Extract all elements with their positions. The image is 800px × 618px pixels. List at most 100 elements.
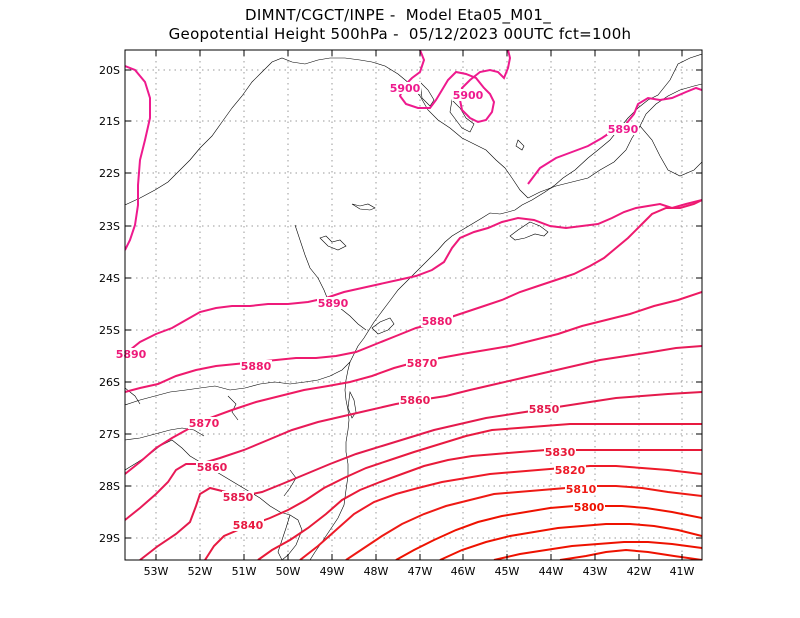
reservoir-4 xyxy=(419,81,435,107)
contour-label-text: 5860 xyxy=(197,461,228,474)
lat-tick-label: 27S xyxy=(99,428,120,441)
state-border-10 xyxy=(283,469,297,497)
contour-label: 5810 xyxy=(565,483,597,496)
state-border-3 xyxy=(639,125,702,177)
contour-label: 5860 xyxy=(196,461,228,474)
state-border-7 xyxy=(125,427,205,441)
contour-label-text: 5880 xyxy=(422,315,453,328)
lon-tick-label: 48W xyxy=(364,565,389,578)
contour-label: 5840 xyxy=(232,519,264,532)
lat-tick-label: 23S xyxy=(99,220,120,233)
contour-label: 5890 xyxy=(317,297,349,310)
lon-tick-label: 41W xyxy=(670,565,695,578)
lon-tick-label: 43W xyxy=(583,565,608,578)
graticule-grid xyxy=(125,50,702,560)
reservoir-3 xyxy=(449,99,475,133)
axis-ticks: 20S 21S 22S 23S 24S 25S 26S 27S 28S 29S 53W 52W 51W 5… xyxy=(99,50,702,578)
contour-label: 5800 xyxy=(573,501,605,514)
contour-label-text: 5810 xyxy=(566,483,597,496)
lat-tick-label: 25S xyxy=(99,324,120,337)
contour-label-bg xyxy=(406,357,438,369)
contour-label: 5850 xyxy=(222,491,254,504)
contour-5820 xyxy=(299,465,702,560)
contour-5840 xyxy=(204,423,702,560)
coastline xyxy=(309,53,702,560)
contour-label: 5830 xyxy=(544,446,576,459)
lon-tick-label: 50W xyxy=(276,565,301,578)
contour-label-text: 5860 xyxy=(400,394,431,407)
lagoa-dos-patos xyxy=(277,514,303,560)
contour-label-bg xyxy=(399,394,431,406)
contour-5900-west xyxy=(125,65,151,251)
contour-label: 5890 xyxy=(607,123,639,136)
contour-5890 xyxy=(125,199,702,355)
contour-label: 5880 xyxy=(240,360,272,373)
contour-5830 xyxy=(257,449,702,560)
contour-label-text: 5850 xyxy=(223,491,254,504)
lon-tick-label: 51W xyxy=(232,565,257,578)
reservoir-1 xyxy=(351,203,376,211)
lon-tick-label: 45W xyxy=(495,565,520,578)
contour-5810 xyxy=(345,485,702,560)
contour-label-bg xyxy=(544,446,576,458)
contour-labels: 5900 5900 5890 5890 5890 5880 5880 5870 5870 5860… xyxy=(115,82,639,532)
contour-5870 xyxy=(125,291,702,475)
lon-tick-label: 52W xyxy=(188,565,213,578)
lat-tick-label: 24S xyxy=(99,272,120,285)
ilha-grande-bay xyxy=(509,221,549,241)
reservoir-5 xyxy=(515,139,525,151)
lon-tick-label: 49W xyxy=(320,565,345,578)
contour-label-bg xyxy=(222,491,254,503)
lon-tick-label: 53W xyxy=(144,565,169,578)
contour-label-bg xyxy=(240,360,272,372)
contour-label-text: 5900 xyxy=(453,89,484,102)
contour-5800 xyxy=(395,505,702,560)
contour-label-text: 5880 xyxy=(241,360,272,373)
contour-label-bg xyxy=(528,403,560,415)
floripa-island xyxy=(347,390,357,419)
state-border-4 xyxy=(294,224,367,331)
lat-tick-label: 26S xyxy=(99,376,120,389)
contour-label-bg xyxy=(115,348,147,360)
lon-tick-label: 44W xyxy=(539,565,564,578)
contour-label: 5870 xyxy=(188,417,220,430)
contour-label-text: 5800 xyxy=(574,501,605,514)
contour-label-text: 5890 xyxy=(116,348,147,361)
contour-label-text: 5890 xyxy=(608,123,639,136)
contour-5850 xyxy=(139,391,702,560)
contour-label-bg xyxy=(452,89,484,101)
contour-label-text: 5830 xyxy=(545,446,576,459)
state-border-1 xyxy=(125,57,529,206)
contour-label-text: 5870 xyxy=(407,357,438,370)
contour-label-bg xyxy=(554,464,586,476)
state-border-2 xyxy=(527,83,702,199)
contour-5900-north-a xyxy=(398,50,512,124)
contour-label-bg xyxy=(389,82,421,94)
contour-label-text: 5840 xyxy=(233,519,264,532)
state-border-5 xyxy=(125,361,351,406)
contour-label-bg xyxy=(573,501,605,513)
lat-tick-label: 21S xyxy=(99,115,120,128)
contour-label-bg xyxy=(421,315,453,327)
contour-5770 xyxy=(559,548,702,560)
contour-5790 xyxy=(439,523,702,560)
contour-label-bg xyxy=(196,461,228,473)
state-border-8 xyxy=(227,395,239,421)
lon-tick-label: 47W xyxy=(408,565,433,578)
contour-label: 5900 xyxy=(389,82,421,95)
contour-label: 5900 xyxy=(452,89,484,102)
contour-label: 5850 xyxy=(528,403,560,416)
contour-label: 5820 xyxy=(554,464,586,477)
contour-5780 xyxy=(493,541,702,560)
title-line-2: Geopotential Height 500hPa - 05/12/2023 … xyxy=(168,25,632,43)
contour-label: 5860 xyxy=(399,394,431,407)
lon-tick-label: 42W xyxy=(627,565,652,578)
contour-label: 5880 xyxy=(421,315,453,328)
contour-label-text: 5850 xyxy=(529,403,560,416)
contour-label-text: 5870 xyxy=(189,417,220,430)
contour-label-bg xyxy=(317,297,349,309)
contour-label-bg xyxy=(232,519,264,531)
contour-label: 5870 xyxy=(406,357,438,370)
paranagua-bay xyxy=(371,317,395,335)
